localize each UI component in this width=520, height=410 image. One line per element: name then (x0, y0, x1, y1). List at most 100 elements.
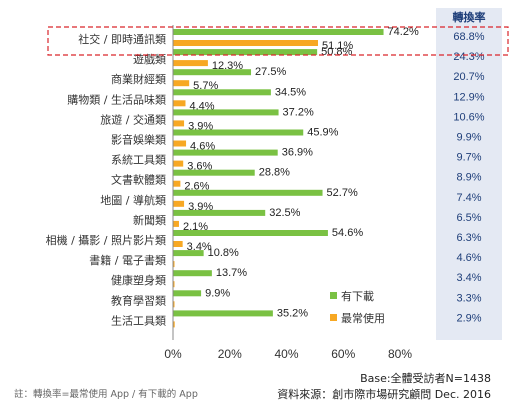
category-label: 系統工具類 (111, 153, 166, 167)
conversion-rate-column (436, 8, 502, 340)
x-tick-label: 0% (164, 347, 182, 361)
bar-most-used (173, 200, 185, 207)
bar-most-used (173, 281, 175, 288)
conversion-rate-header: 轉換率 (453, 10, 486, 24)
category-label: 書籍 / 電子書類 (89, 253, 166, 267)
value-label-most-used: 3.9% (188, 120, 213, 132)
formula-note: 註：轉換率=最常使用 App / 有下載的 App (14, 388, 198, 400)
bar-download (173, 69, 252, 76)
category-label: 教育學習類 (111, 293, 166, 307)
conversion-rate-value: 7.4% (456, 192, 481, 204)
bar-download (173, 189, 323, 196)
conversion-rate-value: 9.9% (456, 132, 481, 144)
bar-most-used (173, 120, 185, 127)
bar-most-used (173, 321, 175, 328)
conversion-rate-value: 3.3% (456, 292, 481, 304)
category-label: 新聞類 (133, 213, 166, 227)
base-note: Base:全體受訪者N=1438 (360, 371, 491, 385)
value-label-download: 36.9% (282, 147, 313, 159)
labels-group: 社交 / 即時通訊類 74.2% 51.1% 遊戲類 50.8% 12.3% 商業財經類 27… (46, 26, 419, 327)
bar-download (173, 250, 204, 257)
bar-most-used (173, 60, 208, 67)
value-label-download: 13.7% (216, 267, 247, 279)
category-label: 文書軟體類 (111, 173, 166, 187)
bar-most-used (173, 220, 179, 227)
bar-download (173, 209, 266, 216)
x-tick-label: 20% (218, 347, 242, 361)
bar-most-used (173, 301, 175, 308)
conversion-rate-value: 20.7% (453, 71, 484, 83)
legend: 有下載 最常使用 (330, 289, 385, 325)
value-label-download: 10.8% (208, 247, 239, 259)
value-label-most-used: 51.1% (322, 40, 353, 52)
bar-most-used (173, 160, 184, 167)
value-label-download: 28.8% (259, 167, 290, 179)
legend-label-most-used: 最常使用 (341, 312, 385, 325)
bar-download (173, 49, 318, 56)
legend-label-download: 有下載 (341, 289, 374, 303)
category-label: 相機 / 攝影 / 照片影片類 (46, 233, 166, 247)
conversion-rates: 68.8% 24.3% 20.7% 12.9% 10.6% 9.9% 9.7% 8.9% 7.4… (453, 31, 484, 324)
value-label-most-used: 2.1% (183, 221, 208, 233)
value-label-most-used: 5.7% (193, 80, 218, 92)
bar-most-used (173, 140, 187, 147)
bar-most-used (173, 180, 181, 187)
value-label-most-used: 4.4% (189, 100, 214, 112)
bar-download (173, 169, 255, 176)
legend-swatch-most-used (330, 314, 337, 321)
value-label-download: 50.8% (321, 46, 352, 58)
value-label-download: 9.9% (205, 287, 230, 299)
conversion-rate-value: 3.4% (456, 272, 481, 284)
conversion-rate-value: 12.9% (453, 91, 484, 103)
bar-most-used (173, 261, 175, 268)
value-label-download: 27.5% (255, 66, 286, 78)
value-label-most-used: 3.6% (187, 161, 212, 173)
conversion-rate-value: 6.3% (456, 232, 481, 244)
bar-download (173, 230, 328, 236)
x-tick-label: 40% (274, 347, 298, 361)
category-label: 地圖 / 導航類 (100, 193, 166, 207)
value-label-download: 37.2% (283, 106, 314, 118)
bar-download (173, 89, 271, 96)
bar-download (173, 29, 384, 35)
value-label-download: 34.5% (275, 86, 306, 98)
bar-most-used (173, 100, 186, 107)
conversion-rate-value: 24.3% (453, 51, 484, 63)
highlight-box (47, 26, 509, 56)
bar-download (173, 290, 202, 297)
value-label-download: 45.9% (307, 127, 338, 139)
category-label: 遊戲類 (133, 52, 166, 66)
bar-download (173, 149, 278, 156)
source-note: 資料來源：創市際市場研究顧問 Dec. 2016 (277, 387, 491, 401)
value-label-most-used: 3.4% (187, 241, 212, 253)
conversion-rate-value: 4.6% (456, 252, 481, 264)
legend-swatch-download (330, 292, 337, 299)
bar-most-used (173, 40, 318, 46)
category-label: 影音娛樂類 (111, 133, 166, 147)
category-label: 社交 / 即時通訊類 (78, 32, 166, 46)
conversion-rate-value: 9.7% (456, 152, 481, 164)
bar-download (173, 270, 212, 277)
bar-most-used (173, 80, 190, 87)
x-tick-label: 60% (331, 347, 355, 361)
value-label-download: 35.2% (277, 307, 308, 319)
conversion-rate-value: 10.6% (453, 111, 484, 123)
value-label-most-used: 4.6% (190, 141, 215, 153)
value-label-most-used: 3.9% (188, 201, 213, 213)
value-label-download: 74.2% (388, 26, 419, 38)
category-label: 購物類 / 生活品味類 (67, 92, 166, 106)
bar-most-used (173, 241, 183, 247)
conversion-rate-value: 6.5% (456, 212, 481, 224)
x-tick-label: 80% (388, 347, 412, 361)
conversion-rate-value: 8.9% (456, 172, 481, 184)
value-label-download: 54.6% (332, 227, 363, 239)
x-axis: 0% 20% 40% 60% 80% (164, 347, 412, 361)
conversion-rate-value: 68.8% (453, 31, 484, 43)
conversion-rate-value: 2.9% (456, 312, 481, 324)
category-label: 健康塑身類 (111, 273, 166, 287)
value-label-most-used: 12.3% (212, 60, 243, 72)
value-label-most-used: 2.6% (184, 181, 209, 193)
category-label: 商業財經類 (111, 72, 166, 86)
bars-group (173, 29, 384, 328)
